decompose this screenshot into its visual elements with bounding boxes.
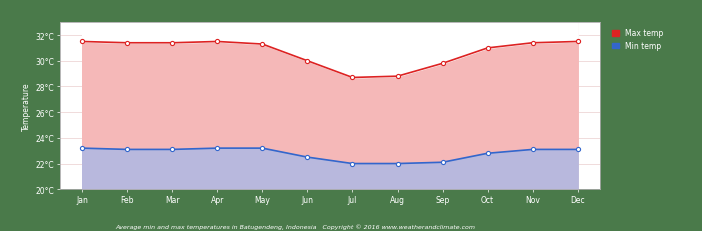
Text: Average min and max temperatures in Batugendeng, Indonesia   Copyright © 2016 ww: Average min and max temperatures in Batu…	[115, 223, 475, 229]
Legend: Max temp, Min temp: Max temp, Min temp	[609, 27, 666, 53]
Y-axis label: Temperature: Temperature	[22, 82, 31, 131]
